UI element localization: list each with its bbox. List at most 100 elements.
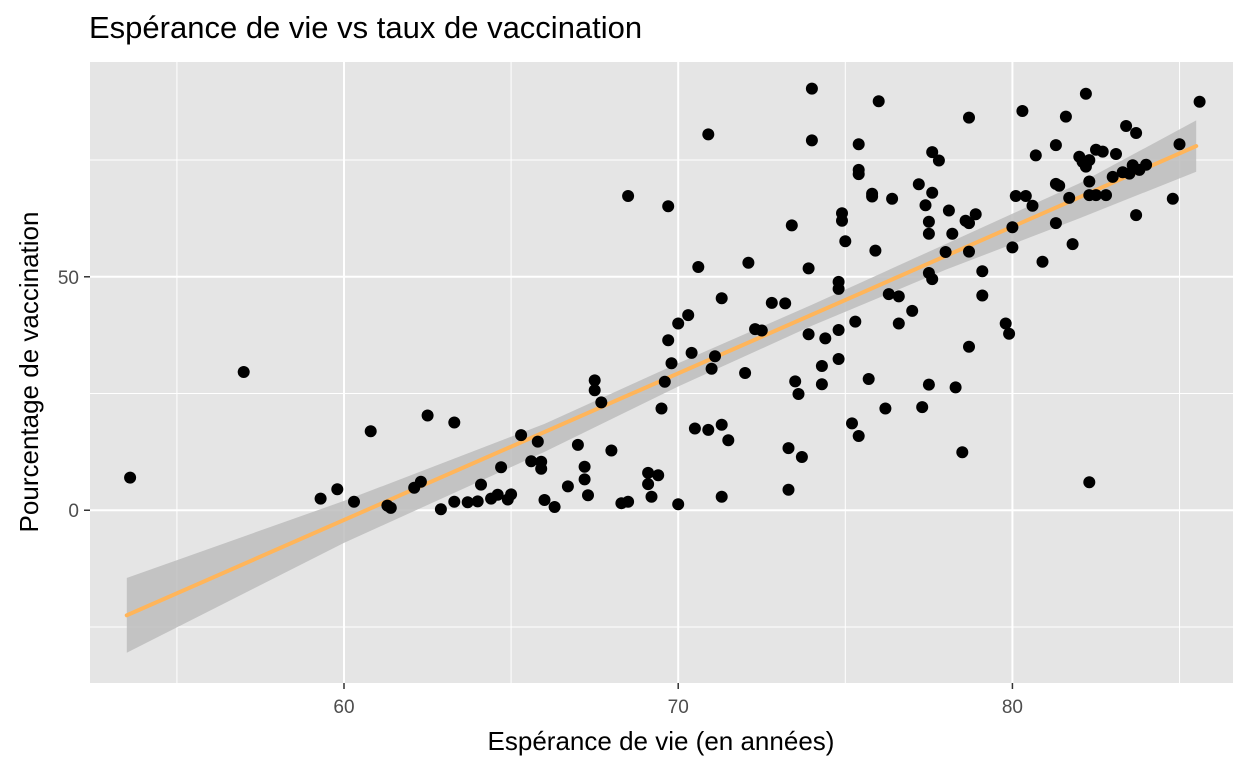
data-point (832, 282, 845, 295)
data-point (1003, 327, 1016, 340)
chart-title: Espérance de vie vs taux de vaccination (89, 10, 642, 45)
data-point (785, 219, 798, 232)
data-point (1100, 189, 1112, 202)
data-point (475, 478, 487, 491)
data-point (1110, 148, 1122, 160)
y-axis-title: Pourcentage de vaccination (14, 212, 44, 533)
data-point (963, 245, 975, 258)
data-point (852, 430, 865, 442)
data-point (956, 446, 969, 459)
data-point (782, 483, 795, 496)
data-point (862, 373, 875, 385)
data-point (709, 350, 721, 363)
data-point (548, 501, 561, 513)
data-point (1140, 158, 1153, 171)
data-point (688, 422, 701, 435)
data-point (331, 483, 344, 496)
data-point (421, 409, 434, 422)
data-point (1083, 154, 1096, 167)
data-point (1026, 199, 1039, 212)
data-point (866, 187, 879, 200)
data-point (946, 227, 959, 240)
data-point (314, 492, 327, 505)
data-point (882, 288, 895, 301)
data-point (922, 378, 935, 391)
data-point (588, 374, 601, 387)
data-point (805, 82, 818, 95)
data-point (588, 384, 601, 397)
data-point (715, 490, 728, 503)
data-point (1016, 105, 1029, 117)
data-point (705, 362, 718, 375)
data-point (1006, 241, 1019, 254)
data-point (1120, 120, 1133, 132)
data-point (739, 367, 752, 379)
data-point (525, 455, 538, 468)
data-point (582, 489, 594, 502)
data-point (1083, 476, 1096, 489)
data-point (662, 200, 675, 213)
data-point (1083, 175, 1096, 188)
data-point (685, 346, 698, 359)
data-point (792, 388, 805, 400)
data-point (505, 488, 518, 501)
data-point (926, 273, 939, 286)
x-axis-title: Espérance de vie (en années) (488, 726, 835, 756)
data-point (1019, 190, 1032, 202)
data-point (124, 471, 137, 484)
data-point (605, 444, 618, 457)
data-point (802, 262, 815, 275)
data-point (1130, 127, 1143, 139)
data-point (789, 375, 802, 388)
data-point (926, 186, 939, 199)
data-point (1166, 192, 1179, 205)
data-point (578, 473, 591, 486)
data-point (919, 199, 932, 212)
data-point (963, 340, 975, 353)
data-point (471, 495, 484, 508)
y-tick-label: 50 (58, 268, 79, 289)
data-point (1049, 139, 1062, 152)
data-point (715, 292, 728, 305)
data-point (1193, 95, 1206, 108)
data-point (237, 366, 250, 378)
data-point (912, 178, 925, 191)
x-tick-label: 60 (333, 697, 354, 718)
data-point (702, 128, 715, 141)
data-point (832, 324, 845, 336)
data-point (652, 469, 665, 482)
data-point (1173, 138, 1186, 151)
data-point (849, 315, 862, 328)
data-point (916, 401, 929, 414)
data-point (448, 495, 461, 508)
data-point (672, 317, 685, 330)
data-point (1130, 209, 1143, 222)
data-point (779, 297, 792, 310)
data-point (1063, 191, 1076, 204)
y-tick-label: 0 (68, 501, 79, 522)
data-point (1079, 87, 1092, 100)
data-point (715, 418, 728, 431)
x-tick-label: 70 (668, 697, 689, 718)
data-points (124, 82, 1206, 516)
data-point (642, 478, 655, 491)
data-point (892, 317, 905, 330)
data-point (1090, 189, 1102, 202)
data-point (869, 244, 882, 257)
data-point (892, 290, 905, 303)
data-point (815, 378, 828, 391)
data-point (665, 357, 678, 370)
data-point (1059, 110, 1072, 123)
data-point (722, 434, 735, 447)
data-point (622, 495, 635, 508)
data-point (692, 261, 705, 273)
data-point (872, 95, 885, 108)
data-point (658, 375, 671, 388)
data-point (832, 353, 845, 365)
data-point (384, 501, 397, 514)
data-point (448, 416, 461, 429)
data-point (999, 317, 1012, 330)
data-point (926, 146, 939, 159)
data-point (802, 328, 815, 341)
